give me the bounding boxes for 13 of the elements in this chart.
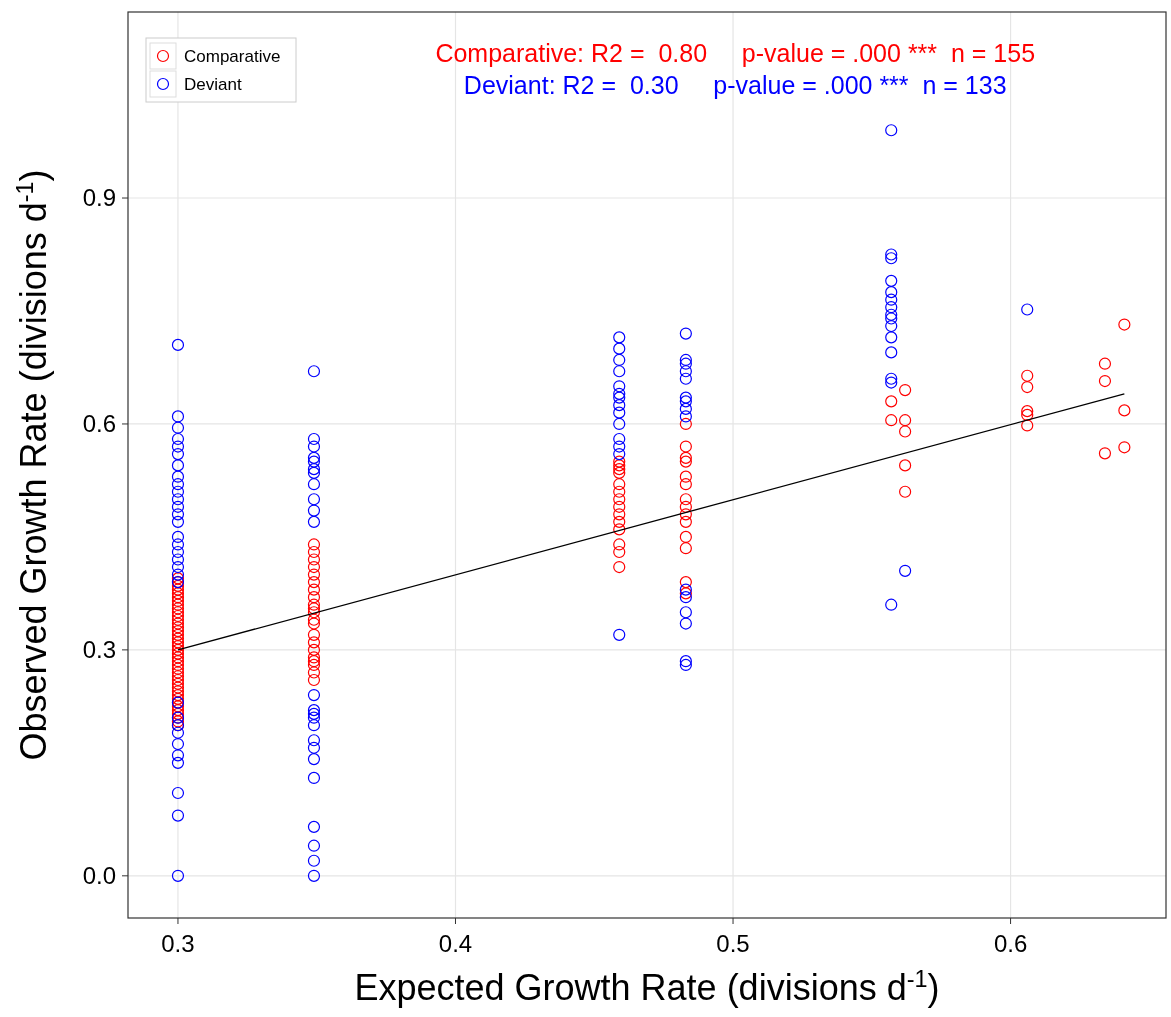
- annotation: Comparative: R2 = 0.80 p-value = .000 *** n = 155: [435, 39, 1036, 67]
- y-tick-label: 0.6: [82, 410, 116, 438]
- annotation: Deviant: R2 = 0.30 p-value = .000 *** n = 133: [463, 71, 1007, 99]
- y-tick-label: 0.9: [82, 184, 116, 212]
- x-tick-label: 0.5: [716, 930, 750, 957]
- y-tick-label: 0.3: [82, 636, 116, 664]
- x-tick-label: 0.6: [993, 930, 1028, 957]
- x-tick-label: 0.4: [438, 930, 473, 957]
- x-tick-label: 0.3: [161, 930, 195, 957]
- x-axis-title: Expected Growth Rate (divisions d$^{-1}$): [354, 966, 940, 1008]
- legend-label: Deviant: [184, 74, 242, 94]
- legend-label: Comparative: [184, 46, 281, 66]
- y-tick-label: 0.0: [82, 862, 116, 890]
